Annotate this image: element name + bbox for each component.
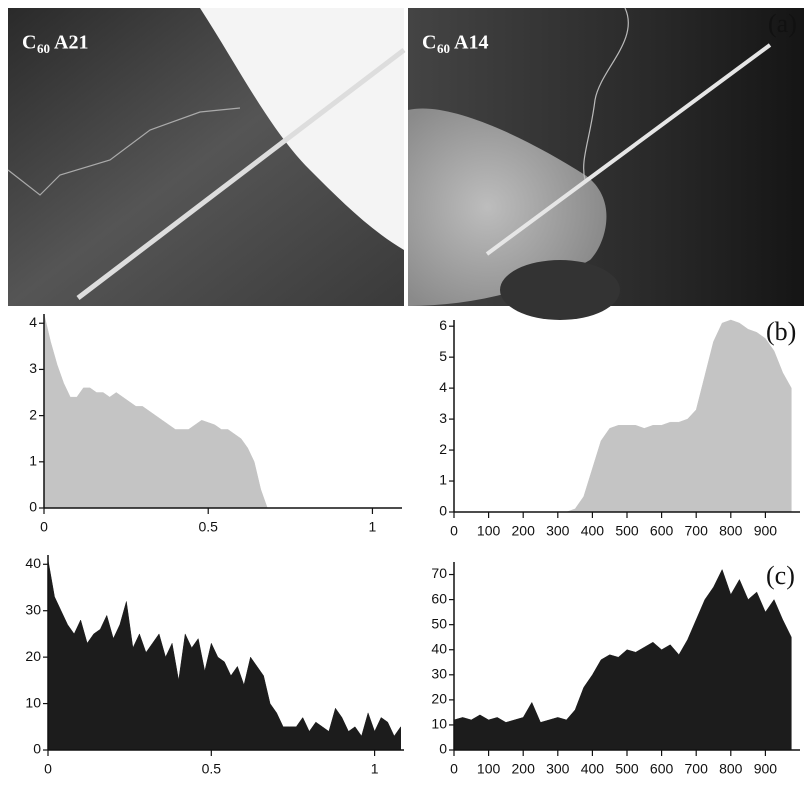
x-tick-label: 400 [581,761,605,777]
y-tick-label: 30 [431,666,447,682]
y-tick-label: 0 [29,499,37,515]
x-tick-label: 900 [754,523,778,539]
y-tick-label: 20 [25,648,41,664]
y-tick-label: 50 [431,615,447,631]
x-tick-label: 300 [546,523,570,539]
y-tick-label: 0 [439,503,447,519]
x-tick-label: 600 [650,523,674,539]
y-tick-label: 30 [25,601,41,617]
image-label-sub: 60 [437,41,450,56]
micrograph-left: C 60 A21 [7,8,406,306]
y-tick-label: 70 [431,565,447,581]
image-label: A14 [454,32,488,54]
y-tick-label: 2 [439,441,447,457]
x-tick-label: 0 [40,519,48,535]
y-tick-label: 40 [25,555,41,571]
image-label: A21 [54,32,88,54]
y-tick-label: 1 [29,453,37,469]
x-tick-label: 800 [719,761,743,777]
x-tick-label: 600 [650,761,674,777]
x-tick-label: 0.5 [198,519,218,535]
panel-label: (a) [768,9,797,38]
x-tick-label: 100 [477,523,501,539]
x-tick-label: 300 [546,761,570,777]
x-tick-label: 0.5 [202,761,222,777]
y-tick-label: 6 [439,317,447,333]
panel-label: (c) [766,561,795,590]
image-label: C [422,32,436,54]
x-tick-label: 800 [719,523,743,539]
x-tick-label: 900 [754,761,778,777]
y-tick-label: 20 [431,691,447,707]
y-tick-label: 3 [29,360,37,376]
x-tick-label: 0 [450,761,458,777]
y-tick-label: 0 [33,741,41,757]
x-tick-label: 400 [581,523,605,539]
y-tick-label: 4 [29,314,37,330]
area [453,568,792,751]
y-tick-label: 0 [439,741,447,757]
area [47,559,401,751]
x-tick-label: 200 [512,761,536,777]
x-tick-label: 0 [44,761,52,777]
x-tick-label: 100 [477,761,501,777]
area [454,319,792,513]
y-tick-label: 60 [431,590,447,606]
y-tick-label: 3 [439,410,447,426]
micrograph-right: C 60 A14 [408,7,804,320]
y-tick-label: 5 [439,348,447,364]
area [43,313,399,509]
x-tick-label: 200 [512,523,536,539]
panel-label: (b) [766,317,796,346]
x-tick-label: 700 [685,761,709,777]
y-tick-label: 10 [431,716,447,732]
image-label: C [22,32,36,54]
x-tick-label: 500 [615,523,639,539]
y-tick-label: 2 [29,406,37,422]
image-label-sub: 60 [37,41,50,56]
y-tick-label: 1 [439,472,447,488]
y-tick-label: 40 [431,640,447,656]
x-tick-label: 700 [685,523,709,539]
x-tick-label: 0 [450,523,458,539]
x-tick-label: 1 [371,761,379,777]
x-tick-label: 1 [369,519,377,535]
y-tick-label: 4 [439,379,447,395]
y-tick-label: 10 [25,694,41,710]
x-tick-label: 500 [615,761,639,777]
